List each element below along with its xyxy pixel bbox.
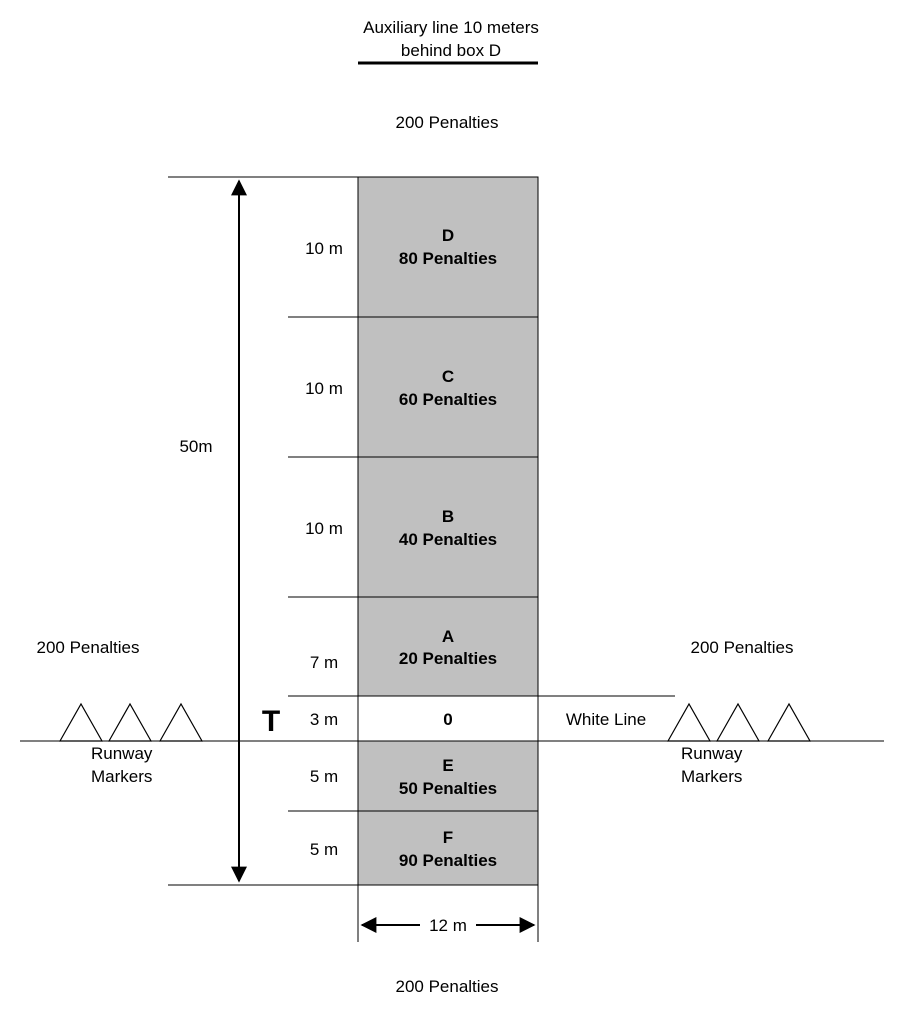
white-line-label: White Line	[566, 710, 646, 729]
zone-a: A 20 Penalties	[357, 596, 539, 697]
zone-0: 0	[357, 695, 539, 742]
zone-c: C 60 Penalties	[357, 316, 539, 458]
zone-e-penalty: 50 Penalties	[399, 779, 497, 798]
zone-b: B 40 Penalties	[357, 456, 539, 598]
runway-markers-right-label-1: Runway	[681, 744, 743, 763]
length-label-e: 5 m	[310, 767, 338, 786]
zone-boundary-lines	[168, 176, 675, 886]
runway-markers-left-label-2: Markers	[91, 767, 152, 786]
auxiliary-line-label-2: behind box D	[401, 41, 501, 60]
zone-e: E 50 Penalties	[357, 740, 539, 812]
triangle-icon	[715, 702, 761, 742]
penalty-bottom: 200 Penalties	[395, 977, 498, 996]
triangle-icon	[107, 702, 153, 742]
zone-f-letter: F	[443, 828, 453, 847]
zone-d-penalty: 80 Penalties	[399, 249, 497, 268]
zone-d: D 80 Penalties	[357, 176, 539, 318]
runway-markers-right-label-2: Markers	[681, 767, 742, 786]
zone-d-box	[357, 176, 539, 318]
zone-0-letter: 0	[443, 710, 452, 729]
zone-f-penalty: 90 Penalties	[399, 851, 497, 870]
runway-markers-left-label-1: Runway	[91, 744, 153, 763]
runway-markers-right	[666, 702, 812, 742]
zone-f-box	[357, 810, 539, 886]
total-length-label: 50m	[179, 437, 212, 456]
length-label-a: 7 m	[310, 653, 338, 672]
triangle-icon	[58, 702, 104, 742]
length-label-0: 3 m	[310, 710, 338, 729]
zone-b-letter: B	[442, 507, 454, 526]
t-marker: T	[262, 705, 280, 738]
triangle-icon	[666, 702, 712, 742]
auxiliary-line-label-1: Auxiliary line 10 meters	[363, 18, 539, 37]
penalty-top: 200 Penalties	[395, 113, 498, 132]
runway-markers-left	[58, 702, 204, 742]
zone-b-penalty: 40 Penalties	[399, 530, 497, 549]
zone-d-letter: D	[442, 226, 454, 245]
penalty-left: 200 Penalties	[36, 638, 139, 657]
zone-e-box	[357, 740, 539, 812]
zone-c-penalty: 60 Penalties	[399, 390, 497, 409]
zone-c-letter: C	[442, 367, 454, 386]
length-label-f: 5 m	[310, 840, 338, 859]
zone-f: F 90 Penalties	[357, 810, 539, 886]
zone-c-box	[357, 316, 539, 458]
penalty-right: 200 Penalties	[690, 638, 793, 657]
zone-e-letter: E	[442, 756, 453, 775]
zone-a-box	[357, 596, 539, 697]
length-label-c: 10 m	[305, 379, 343, 398]
zone-a-letter: A	[442, 627, 454, 646]
zone-a-penalty: 20 Penalties	[399, 649, 497, 668]
length-label-d: 10 m	[305, 239, 343, 258]
width-label: 12 m	[429, 916, 467, 935]
zone-b-box	[357, 456, 539, 598]
length-label-b: 10 m	[305, 519, 343, 538]
triangle-icon	[766, 702, 812, 742]
triangle-icon	[158, 702, 204, 742]
